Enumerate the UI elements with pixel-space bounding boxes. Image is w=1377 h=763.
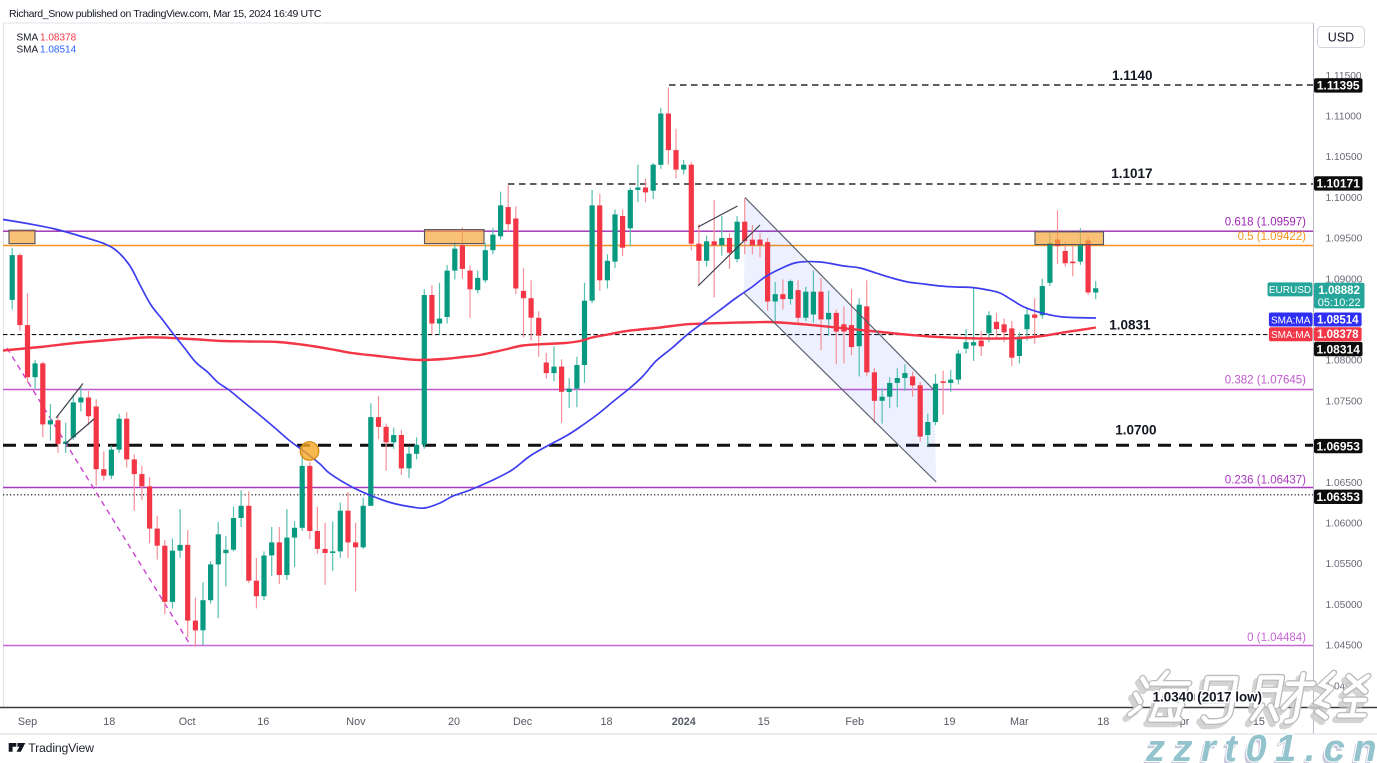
- svg-text:zzrt01.cn: zzrt01.cn: [1143, 732, 1377, 763]
- svg-text:1.10000: 1.10000: [1326, 193, 1363, 204]
- svg-text:1.10500: 1.10500: [1326, 152, 1363, 163]
- svg-text:0 (1.04484): 0 (1.04484): [1247, 632, 1306, 644]
- svg-text:05:10:22: 05:10:22: [1318, 297, 1361, 309]
- svg-text:1.08000: 1.08000: [1326, 356, 1363, 367]
- svg-text:TradingView: TradingView: [28, 741, 94, 755]
- svg-text:Nov: Nov: [346, 716, 366, 728]
- svg-text:1.1140: 1.1140: [1112, 68, 1153, 83]
- svg-text:1.11500: 1.11500: [1326, 71, 1362, 82]
- svg-text:1.06500: 1.06500: [1326, 478, 1363, 489]
- svg-text:1.08314: 1.08314: [1317, 342, 1361, 356]
- svg-text:1.04500: 1.04500: [1326, 641, 1363, 652]
- svg-text:zzrt01.cn: zzrt01.cn: [1145, 728, 1377, 763]
- svg-text:1.0700: 1.0700: [1115, 423, 1156, 438]
- svg-text:0.236 (1.06437): 0.236 (1.06437): [1225, 475, 1306, 487]
- svg-text:18: 18: [1097, 716, 1109, 728]
- svg-text:1.07500: 1.07500: [1326, 396, 1363, 407]
- svg-text:SMA:MA: SMA:MA: [1271, 315, 1311, 326]
- svg-text:Richard_Snow published on Trad: Richard_Snow published on TradingView.co…: [9, 8, 322, 20]
- svg-text:1.0340 (2017 low): 1.0340 (2017 low): [1153, 690, 1262, 705]
- svg-text:1.09500: 1.09500: [1326, 234, 1363, 245]
- svg-text:2024: 2024: [672, 716, 696, 728]
- svg-text:Oct: Oct: [179, 716, 196, 728]
- svg-text:1.06353: 1.06353: [1317, 490, 1361, 504]
- svg-text:1.06953: 1.06953: [1317, 439, 1361, 453]
- svg-text:0.618 (1.09597): 0.618 (1.09597): [1225, 217, 1306, 229]
- svg-text:1.08378: 1.08378: [40, 32, 77, 43]
- svg-text:1.11000: 1.11000: [1326, 112, 1362, 123]
- svg-text:1.08882: 1.08882: [1318, 285, 1360, 297]
- svg-text:18: 18: [103, 716, 115, 728]
- svg-text:18: 18: [600, 716, 612, 728]
- svg-text:Feb: Feb: [845, 716, 864, 728]
- svg-text:16: 16: [257, 716, 269, 728]
- svg-text:1.09000: 1.09000: [1326, 274, 1363, 285]
- svg-text:1.05000: 1.05000: [1326, 600, 1363, 611]
- svg-text:SMA: SMA: [17, 45, 39, 56]
- svg-text:1.10171: 1.10171: [1317, 177, 1361, 191]
- svg-text:19: 19: [943, 716, 955, 728]
- svg-text:1.1017: 1.1017: [1111, 166, 1152, 181]
- svg-text:1.11395: 1.11395: [1317, 79, 1360, 93]
- svg-text:SMA:MA: SMA:MA: [1271, 330, 1311, 341]
- svg-text:Mar: Mar: [1010, 716, 1029, 728]
- svg-text:0.5 (1.09422): 0.5 (1.09422): [1238, 231, 1307, 243]
- svg-text:15: 15: [758, 716, 770, 728]
- svg-text:20: 20: [448, 716, 460, 728]
- svg-text:SMA: SMA: [17, 32, 39, 43]
- svg-text:1.05500: 1.05500: [1326, 559, 1363, 570]
- svg-text:0.382 (1.07645): 0.382 (1.07645): [1225, 375, 1306, 387]
- svg-text:Dec: Dec: [513, 716, 533, 728]
- svg-text:USD: USD: [1328, 31, 1354, 45]
- svg-text:1.08514: 1.08514: [1317, 315, 1359, 327]
- svg-text:1.08514: 1.08514: [40, 45, 77, 56]
- svg-text:1.0831: 1.0831: [1109, 318, 1151, 333]
- svg-text:Sep: Sep: [18, 716, 37, 728]
- svg-text:EURUSD: EURUSD: [1269, 285, 1311, 296]
- svg-text:1.08378: 1.08378: [1317, 329, 1359, 341]
- svg-text:1.06000: 1.06000: [1326, 519, 1363, 530]
- svg-text:1.04000: 1.04000: [1326, 681, 1363, 692]
